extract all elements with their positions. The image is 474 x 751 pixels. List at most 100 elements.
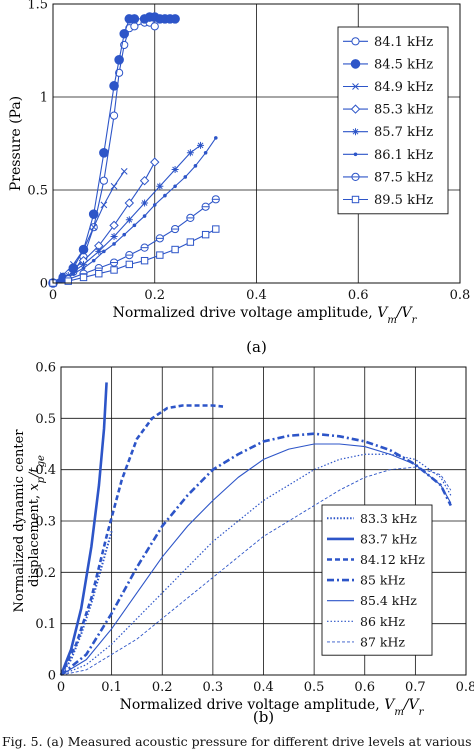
chart-a-series-86-1-khz-point-16 xyxy=(214,136,218,140)
chart-a-plot-frame xyxy=(52,3,461,284)
chart-a-series-87-5-khz-point-4 xyxy=(109,258,119,267)
chart-a-legend-marker-84-1-khz xyxy=(351,37,360,46)
chart-a-series-85-7-khz-point-7 xyxy=(156,182,164,190)
chart-b-series-84-12-khz-line xyxy=(59,404,224,676)
chart-a-series-85-7-khz-point-6 xyxy=(141,199,149,207)
chart-b: 0 0.1 0.2 0.3 0.4 0.5 0.6 0.7 0.8 0 0.1 0.2 0.3 0.4 0.… xyxy=(12,361,474,727)
chart-a-series-85-7-khz-point-8 xyxy=(171,166,179,174)
chart-a-series-85-3-khz-point-5 xyxy=(124,198,135,208)
chart-a-series-85-7-khz-point-2 xyxy=(80,260,88,268)
chart-a-series-89-5-khz-point-9 xyxy=(186,238,195,246)
chart-a-series-86-1-khz-point-2 xyxy=(71,271,76,276)
chart-a-series-87-5-khz-point-7 xyxy=(155,234,164,243)
chart-a-legend-marker-84-5-khz xyxy=(350,59,361,69)
chart-a-legend-marker-85-7-khz xyxy=(352,128,359,136)
chart-a-series-84-1-khz-point-5 xyxy=(99,176,108,185)
chart-a-legend-label-89-5-khz: 89.5 kHz xyxy=(374,193,433,208)
chart-a-series-84-5-khz-point-6 xyxy=(109,81,119,91)
chart-a-series-89-5-khz-point-7 xyxy=(156,251,164,259)
chart-a-series-84-9-khz-point-5 xyxy=(100,201,108,209)
chart-b-series-85-khz xyxy=(60,432,452,677)
figure-caption: Fig. 5. (a) Measured acoustic pressure f… xyxy=(2,734,472,749)
chart-a-series-89-5-khz-point-3 xyxy=(95,270,103,278)
chart-a-series-86-1-khz-point-3 xyxy=(81,266,86,270)
chart-a-legend-marker-85-3-khz xyxy=(350,104,361,114)
chart-b-xtick-label-3: 0.3 xyxy=(203,680,224,695)
chart-b-ytick-label-6: 0.6 xyxy=(35,361,56,376)
chart-a-series-84-5-khz-point-17 xyxy=(170,14,180,24)
chart-a-legend-marker-86-1-khz xyxy=(353,152,358,157)
chart-a-series-86-1-khz-point-6 xyxy=(112,242,116,246)
chart-b-ylabel-2: displacement, xp/tge xyxy=(27,455,47,587)
chart-a-series-84-1-khz-point-13 xyxy=(150,22,159,31)
chart-a-ytick-label-3: 1.5 xyxy=(27,0,48,13)
chart-b-legend-label-87-khz: 87 kHz xyxy=(360,634,405,649)
chart-a-series-85-7-khz xyxy=(49,141,205,287)
chart-a-xlabel: Normalized drive voltage amplitude, Vm/V… xyxy=(113,305,418,326)
chart-a-legend-label-86-1-khz: 86.1 kHz xyxy=(374,148,433,163)
chart-b-xtick-label-1: 0.1 xyxy=(101,680,122,695)
chart-a-series-86-1-khz-point-9 xyxy=(142,214,147,218)
chart-a-series-89-5-khz-point-10 xyxy=(201,230,210,239)
chart-a-series-84-9-khz-point-6 xyxy=(110,182,118,190)
chart-a-series-85-3-khz-point-7 xyxy=(150,157,160,167)
chart-a-series-87-5-khz-point-5 xyxy=(125,251,134,260)
chart-a-series-85-3-khz-line xyxy=(52,161,156,284)
chart-a-ytick-label-2: 1 xyxy=(40,91,48,106)
chart-b-ytick-label-4: 0.4 xyxy=(35,463,56,478)
chart-a-xtick-label-4: 0.8 xyxy=(450,288,471,303)
chart-a-series-89-5-khz-point-5 xyxy=(125,260,134,269)
chart-a-series-85-7-khz-point-5 xyxy=(125,216,133,224)
chart-a-series-86-1-khz-point-11 xyxy=(163,193,167,198)
chart-a-legend-marker-89-5-khz xyxy=(351,195,360,204)
chart-a-series-group xyxy=(48,12,220,288)
chart-a-series-89-5-khz xyxy=(49,225,220,287)
chart-b-series-85-4-khz xyxy=(60,443,452,676)
chart-b-series-83-7-khz-line xyxy=(59,382,108,676)
chart-a-legend-label-85-3-khz: 85.3 kHz xyxy=(374,103,433,118)
chart-a-series-84-9-khz-point-3 xyxy=(80,246,87,253)
chart-b-legend-label-85-khz: 85 kHz xyxy=(360,573,405,588)
chart-a-xtick-label-0: 0 xyxy=(49,288,57,303)
chart-a-legend: 84.1 kHz 84.5 kHz 84.9 kHz 85.3 kHz 85.7 kHz… xyxy=(337,26,449,215)
chart-a-series-84-9-khz-point-4 xyxy=(90,223,98,231)
chart-a-legend-label-84-1-khz: 84.1 kHz xyxy=(374,35,433,50)
chart-b-legend-label-84-12-khz: 84.12 kHz xyxy=(360,552,425,567)
chart-b-series-85-4-khz-line xyxy=(60,443,452,676)
chart-a-series-84-5-khz-point-4 xyxy=(88,209,99,219)
chart-a-ylabel: Pressure (Pa) xyxy=(8,96,24,191)
chart-a-series-86-1-khz-point-14 xyxy=(193,164,198,168)
chart-b-series-87-khz xyxy=(60,466,452,676)
chart-b-xtick-label-5: 0.5 xyxy=(304,680,325,695)
chart-b-legend-label-85-4-khz: 85.4 kHz xyxy=(360,593,417,608)
chart-b-legend-label-83-7-khz: 83.7 kHz xyxy=(360,531,417,546)
chart-a-series-84-5-khz-point-10 xyxy=(129,14,140,24)
chart-a-series-86-1-khz-point-4 xyxy=(91,258,96,263)
chart-a-series-89-5-khz-point-4 xyxy=(110,266,118,274)
chart-b-xtick-label-8: 0.8 xyxy=(456,680,474,695)
chart-a-series-85-7-khz-point-10 xyxy=(197,141,205,149)
chart-b-series-84-12-khz xyxy=(59,404,224,676)
chart-a-panel-label: (a) xyxy=(246,338,267,356)
chart-a-legend-label-84-9-khz: 84.9 kHz xyxy=(374,80,433,95)
chart-a-ytick-label-1: 0.5 xyxy=(27,184,48,199)
chart-a-series-86-1-khz-point-5 xyxy=(102,249,106,254)
chart-b-series-83-7-khz xyxy=(59,382,108,676)
chart-a-series-86-1-khz-point-7 xyxy=(122,232,127,237)
chart-a-series-87-5-khz-point-3 xyxy=(94,264,103,273)
chart-b-panel-label: (b) xyxy=(253,708,274,726)
chart-a-legend-label-85-7-khz: 85.7 kHz xyxy=(374,125,433,140)
chart-a-xtick-label-3: 0.6 xyxy=(348,288,369,303)
chart-a-series-85-3-khz-point-6 xyxy=(139,175,150,186)
chart-b-ytick-label-1: 0.1 xyxy=(35,617,56,632)
chart-b-series-85-khz-line xyxy=(60,432,452,677)
chart-a-legend-marker-84-9-khz xyxy=(352,83,359,90)
chart-a-series-84-1-khz-point-10 xyxy=(130,22,139,31)
chart-a-series-84-5-khz xyxy=(48,12,180,288)
chart-b-series-group xyxy=(59,382,452,677)
chart-a-series-87-5-khz-point-9 xyxy=(186,213,195,222)
chart-a-series-87-5-khz-point-11 xyxy=(211,195,220,204)
chart-a-series-89-5-khz-point-8 xyxy=(171,245,179,254)
chart-a-series-85-7-khz-point-9 xyxy=(186,149,194,157)
chart-a-series-86-1-khz-point-8 xyxy=(132,223,137,228)
